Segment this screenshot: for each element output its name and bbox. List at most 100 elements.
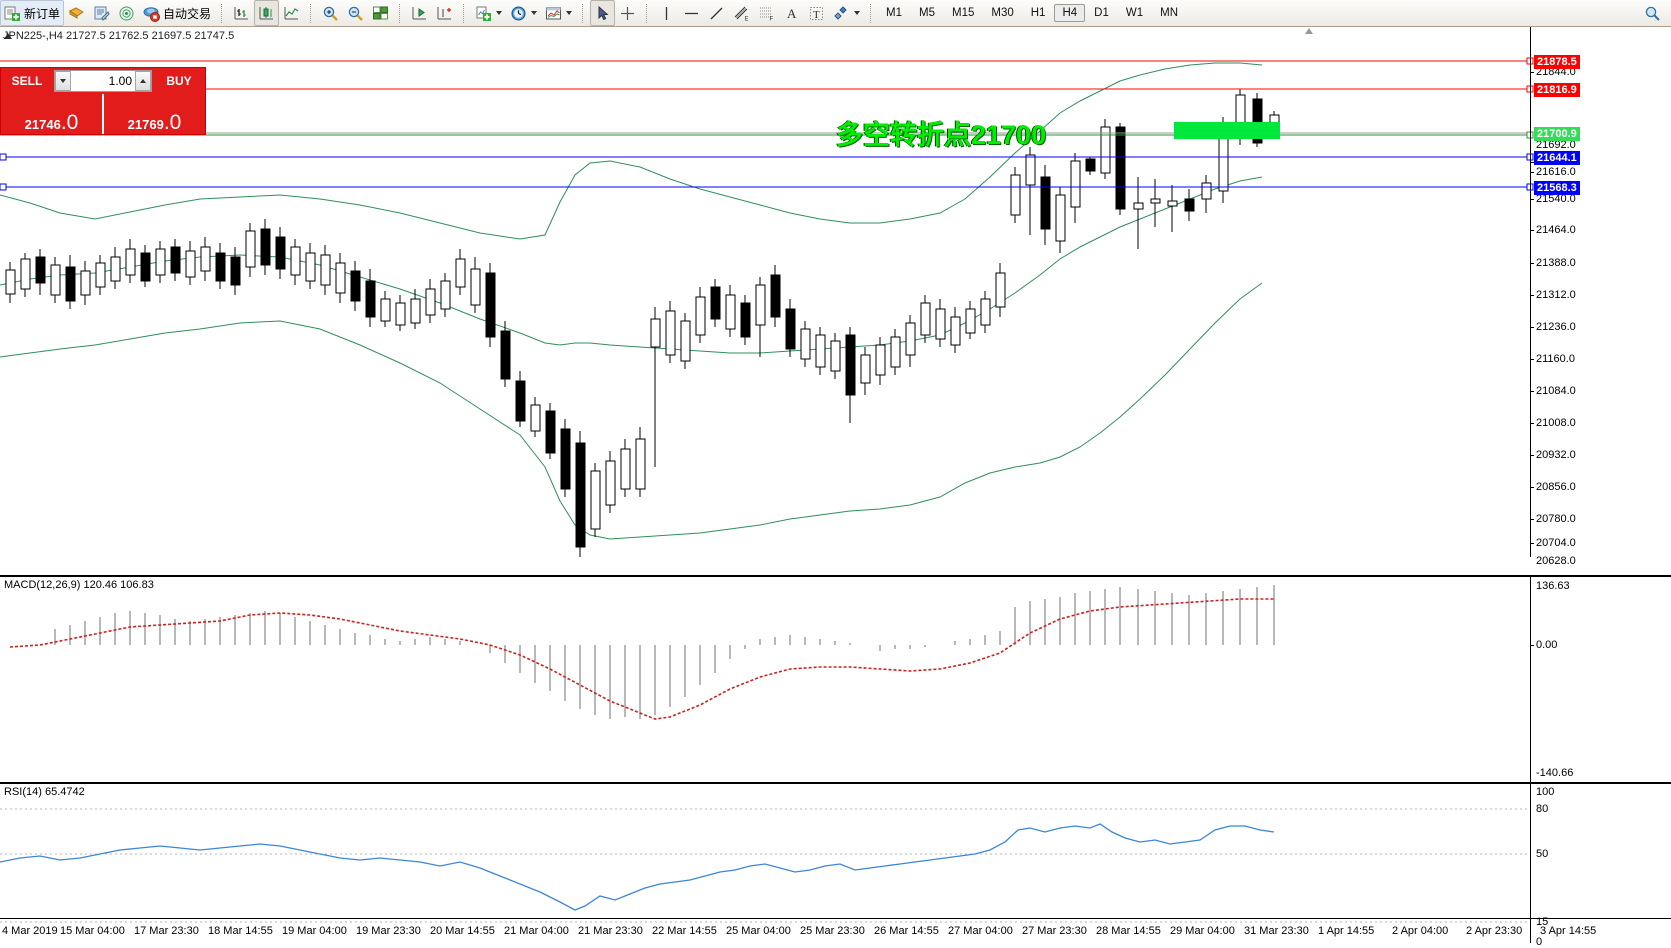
volume-stepper[interactable]: 1.00 xyxy=(54,70,152,92)
chart-scroll-arrow[interactable] xyxy=(1305,28,1313,34)
time-tick: 3 Apr 14:55 xyxy=(1540,925,1597,937)
macd-histogram xyxy=(54,585,1275,719)
crosshair-tool-button[interactable] xyxy=(615,0,640,26)
auto-scroll-button[interactable] xyxy=(407,0,432,26)
indicators-button[interactable] xyxy=(471,0,506,26)
vertical-line-tool-button[interactable] xyxy=(654,0,679,26)
timeframe-mn[interactable]: MN xyxy=(1160,7,1178,19)
tile-windows-icon xyxy=(372,5,389,22)
bar-chart-button[interactable] xyxy=(229,0,254,26)
chevron-down-icon[interactable] xyxy=(496,11,503,15)
new-order-label: 新订单 xyxy=(24,6,61,21)
price-tick: 20780.0 xyxy=(1536,513,1576,525)
price-axis[interactable]: 21844.0 21768.0 21692.0 21616.0 21540.0 … xyxy=(1530,27,1671,567)
candle xyxy=(965,301,976,339)
macd-pane[interactable]: MACD(12,26,9) 120.46 106.83 xyxy=(0,575,1671,782)
bar-chart-icon xyxy=(233,5,250,22)
buy-price[interactable]: 21769 .0 xyxy=(104,94,205,134)
candle xyxy=(545,403,556,459)
rsi-pane[interactable]: RSI(14) 65.4742 100 80 50 15 0 xyxy=(0,782,1671,948)
time-tick: 21 Mar 23:30 xyxy=(578,925,643,937)
candle xyxy=(680,313,691,369)
candle xyxy=(530,397,541,437)
rsi-axis-line xyxy=(1530,784,1531,943)
volume-decrement-button[interactable] xyxy=(55,71,71,91)
timeframe-m1[interactable]: M1 xyxy=(886,7,903,19)
trendline-tool-button[interactable] xyxy=(704,0,729,26)
candle xyxy=(455,249,466,295)
buy-button[interactable]: BUY xyxy=(153,68,205,94)
time-tick: 21 Mar 04:00 xyxy=(504,925,569,937)
timeframe-m30[interactable]: M30 xyxy=(991,7,1014,19)
time-tick: 19 Mar 04:00 xyxy=(282,925,347,937)
volume-increment-button[interactable] xyxy=(135,71,151,91)
volume-value[interactable]: 1.00 xyxy=(108,74,132,88)
time-tick: 25 Mar 23:30 xyxy=(800,925,865,937)
one-click-trading-panel[interactable]: SELL 1.00 BUY 21746 .0 21769 .0 xyxy=(0,67,206,135)
sell-button[interactable]: SELL xyxy=(1,68,53,94)
text-label-tool-button[interactable]: T xyxy=(804,0,829,26)
candle xyxy=(905,315,916,367)
line-chart-button[interactable] xyxy=(279,0,304,26)
candlestick-chart-button[interactable] xyxy=(254,0,280,26)
price-tick: 20704.0 xyxy=(1536,537,1576,549)
fibonacci-tool-button[interactable]: F xyxy=(754,0,779,26)
timeframe-m15[interactable]: M15 xyxy=(952,7,975,19)
macd-axis[interactable]: 136.63 0.00 -140.66 xyxy=(1530,577,1671,782)
candle xyxy=(875,337,886,385)
cursor-tool-button[interactable] xyxy=(590,0,616,26)
horizontal-line-icon xyxy=(683,5,700,22)
time-tick: 27 Mar 04:00 xyxy=(948,925,1013,937)
sell-price[interactable]: 21746 .0 xyxy=(1,94,102,134)
candle xyxy=(1010,167,1021,223)
time-axis[interactable]: 4 Mar 2019 15 Mar 04:00 17 Mar 23:30 18 … xyxy=(0,918,1671,942)
chevron-down-icon[interactable] xyxy=(531,11,538,15)
chart-shift-icon xyxy=(436,5,453,22)
chart-area[interactable]: JPN225-,H4 21727.5 21762.5 21697.5 21747… xyxy=(0,27,1671,948)
search-button[interactable] xyxy=(1640,0,1665,26)
templates-button[interactable] xyxy=(541,0,576,26)
macd-axis-line xyxy=(1530,577,1531,782)
price-highlight-box[interactable] xyxy=(1174,122,1280,139)
rsi-plot xyxy=(0,808,1530,923)
candle xyxy=(470,257,481,313)
timeframe-m5[interactable]: M5 xyxy=(919,7,935,19)
candle xyxy=(485,263,496,347)
price-chip-resistance-1: 21878.5 xyxy=(1534,55,1580,69)
chevron-down-icon xyxy=(60,79,66,83)
candle xyxy=(380,291,391,327)
candle xyxy=(110,247,121,289)
chart-annotation-text[interactable]: 多空转折点21700 xyxy=(836,120,1047,150)
autotrading-button[interactable]: 自动交易 xyxy=(139,0,215,26)
text-tool-button[interactable]: A xyxy=(779,0,804,26)
chevron-down-icon[interactable] xyxy=(854,11,861,15)
candle xyxy=(245,223,256,277)
zoom-in-button[interactable] xyxy=(318,0,343,26)
horizontal-line-tool-button[interactable] xyxy=(679,0,704,26)
text-icon: A xyxy=(783,5,800,22)
zoom-out-button[interactable] xyxy=(343,0,368,26)
order-panel-prices: 21746 .0 21769 .0 xyxy=(1,94,205,134)
timeframe-w1[interactable]: W1 xyxy=(1125,7,1144,19)
periods-button[interactable] xyxy=(506,0,541,26)
line-chart-icon xyxy=(283,5,300,22)
metaeditor-button[interactable] xyxy=(89,0,114,26)
equidistant-channel-tool-button[interactable]: E xyxy=(729,0,754,26)
timeframe-h4[interactable]: H4 xyxy=(1054,4,1086,22)
chart-shift-button[interactable] xyxy=(432,0,457,26)
candle xyxy=(665,301,676,363)
navigator-button[interactable] xyxy=(114,0,139,26)
timeframe-h1[interactable]: H1 xyxy=(1030,7,1046,19)
candle xyxy=(1040,165,1051,245)
new-order-button[interactable]: 新订单 xyxy=(0,0,65,26)
tile-windows-button[interactable] xyxy=(368,0,393,26)
toolbar-separator xyxy=(460,3,468,24)
expert-advisors-button[interactable] xyxy=(64,0,89,26)
shapes-tool-button[interactable] xyxy=(829,0,864,26)
chevron-down-icon[interactable] xyxy=(566,11,573,15)
candle xyxy=(755,277,766,357)
price-chart-pane[interactable] xyxy=(0,27,1671,557)
chart-collapse-arrow[interactable] xyxy=(4,33,12,39)
timeframe-d1[interactable]: D1 xyxy=(1094,7,1109,19)
toolbar-separator xyxy=(643,3,651,24)
